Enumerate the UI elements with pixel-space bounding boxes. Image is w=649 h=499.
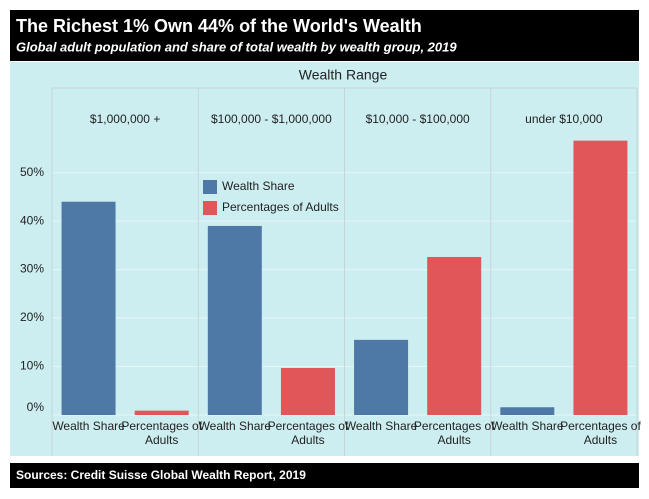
source-bar: [10, 463, 639, 488]
legend-label: Percentages of Adults: [222, 200, 339, 214]
y-tick-label: 40%: [20, 213, 44, 227]
x-tick-label: Wealth Share: [344, 419, 418, 433]
facet-title: Wealth Range: [299, 67, 388, 83]
y-tick-label: 20%: [20, 310, 44, 324]
y-tick-label: 50%: [20, 165, 44, 179]
x-tick-label: Percentages of Adults: [413, 419, 495, 447]
facet-label: $1,000,000 +: [90, 112, 160, 126]
bar: [207, 225, 262, 415]
x-tick-label: Percentages of Adults: [267, 419, 349, 447]
chart-title: The Richest 1% Own 44% of the World's We…: [16, 16, 422, 36]
bar: [427, 256, 482, 415]
legend-swatch: [203, 180, 217, 194]
y-tick-label: 30%: [20, 262, 44, 276]
bar: [280, 367, 335, 415]
x-tick-label: Wealth Share: [491, 419, 564, 433]
y-tick-label: 0%: [27, 400, 45, 414]
source: Sources: Credit Suisse Global Wealth Rep…: [16, 468, 306, 482]
x-tick-label: Wealth Share: [198, 419, 272, 433]
bar: [354, 339, 409, 415]
x-tick-label: Wealth Share: [52, 419, 125, 433]
x-tick-label: Percentages of Adults: [121, 419, 203, 447]
x-tick-label: Percentages of Adults: [560, 419, 641, 447]
bar: [61, 201, 116, 415]
legend-swatch: [203, 201, 217, 215]
legend-label: Wealth Share: [222, 179, 295, 193]
bar: [500, 407, 555, 415]
bar: [573, 140, 628, 415]
facet-label: $10,000 - $100,000: [366, 112, 470, 126]
bar: [134, 410, 189, 415]
y-tick-label: 10%: [20, 359, 44, 373]
chart-subtitle: Global adult population and share of tot…: [16, 39, 457, 54]
title-bar: [10, 10, 639, 61]
facet-label: under $10,000: [525, 112, 603, 126]
facet-label: $100,000 - $1,000,000: [211, 112, 332, 126]
